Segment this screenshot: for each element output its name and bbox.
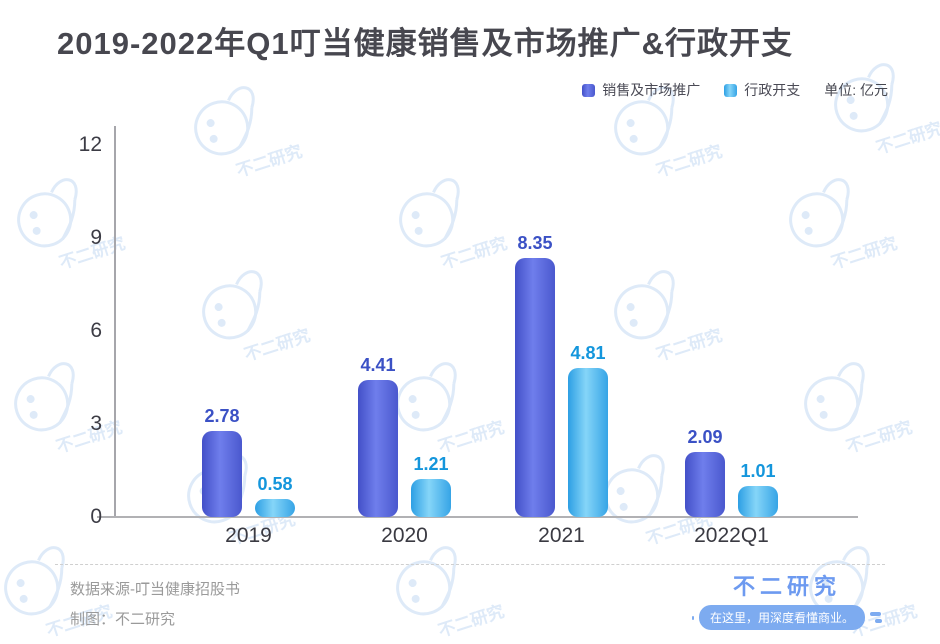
x-tick-label: 2022Q1 [694, 524, 769, 547]
chart-credit-text: 制图：不二研究 [70, 611, 176, 628]
y-tick-label: 12 [78, 133, 102, 156]
legend-label-sales: 销售及市场推广 [602, 82, 701, 98]
bar-group-2019: 2.78 0.58 [202, 406, 295, 517]
bar-行政开支-2022Q1 [738, 486, 778, 517]
bar-销售及市场推广-2019 [202, 431, 242, 517]
bar-销售及市场推广-2021 [515, 258, 555, 517]
page-title: 2019-2022年Q1叮当健康销售及市场推广&行政开支 [57, 26, 793, 61]
bar-value-label: 4.41 [360, 355, 396, 375]
brand-tagline-badge: 在这里，用深度看懂商业。 [698, 605, 865, 630]
bar-value-label: 0.58 [257, 474, 293, 494]
bar-value-label: 1.01 [740, 461, 776, 481]
legend-swatch-sales-icon [582, 83, 596, 97]
dash-decoration-icon [870, 612, 882, 623]
bar-column: 2.09 [685, 427, 725, 517]
x-tick-label: 2020 [381, 524, 428, 547]
bar-column: 0.58 [255, 474, 295, 517]
bar-行政开支-2019 [255, 499, 295, 517]
dash-decoration-icon [692, 615, 694, 620]
legend: 销售及市场推广 行政开支 单位: 亿元 [582, 80, 888, 100]
y-tick-label: 9 [90, 226, 102, 249]
bar-销售及市场推广-2020 [358, 380, 398, 517]
bar-column: 4.41 [358, 355, 398, 517]
bar-行政开支-2020 [411, 479, 451, 517]
bar-column: 2.78 [202, 406, 242, 517]
data-source-text: 数据来源-叮当健康招股书 [70, 581, 240, 598]
y-tick-label: 6 [90, 319, 102, 342]
legend-swatch-admin-icon [724, 83, 738, 97]
bar-行政开支-2021 [568, 368, 608, 517]
bar-column: 1.01 [738, 461, 778, 517]
bar-column: 4.81 [568, 343, 608, 517]
bar-value-label: 1.21 [413, 454, 449, 474]
x-axis-line [97, 516, 858, 518]
bar-销售及市场推广-2022Q1 [685, 452, 725, 517]
bar-group-2020: 4.41 1.21 [358, 355, 451, 517]
bar-value-label: 2.09 [687, 427, 723, 447]
brand-logo-text: 不二研究 [732, 574, 841, 599]
y-axis-line [114, 126, 116, 517]
unit-label: 单位: 亿元 [824, 82, 888, 98]
footer-divider [55, 564, 885, 565]
y-tick-label: 0 [90, 505, 102, 528]
legend-item-admin: 行政开支 [724, 80, 800, 100]
y-tick-label: 3 [90, 412, 102, 435]
brand-block: 不二研究 在这里，用深度看懂商业。 [692, 569, 882, 630]
x-tick-label: 2019 [225, 524, 272, 547]
x-tick-label: 2021 [538, 524, 585, 547]
legend-label-admin: 行政开支 [744, 82, 801, 98]
bar-column: 1.21 [411, 454, 451, 517]
bar-value-label: 2.78 [204, 406, 240, 426]
bar-column: 8.35 [515, 233, 555, 517]
bar-group-2021: 8.35 4.81 [515, 233, 608, 517]
bar-group-2022Q1: 2.09 1.01 [685, 427, 778, 517]
bar-value-label: 8.35 [517, 233, 553, 253]
brand-tagline-row: 在这里，用深度看懂商业。 [692, 605, 882, 630]
legend-item-sales: 销售及市场推广 [582, 80, 700, 100]
bar-value-label: 4.81 [570, 343, 606, 363]
